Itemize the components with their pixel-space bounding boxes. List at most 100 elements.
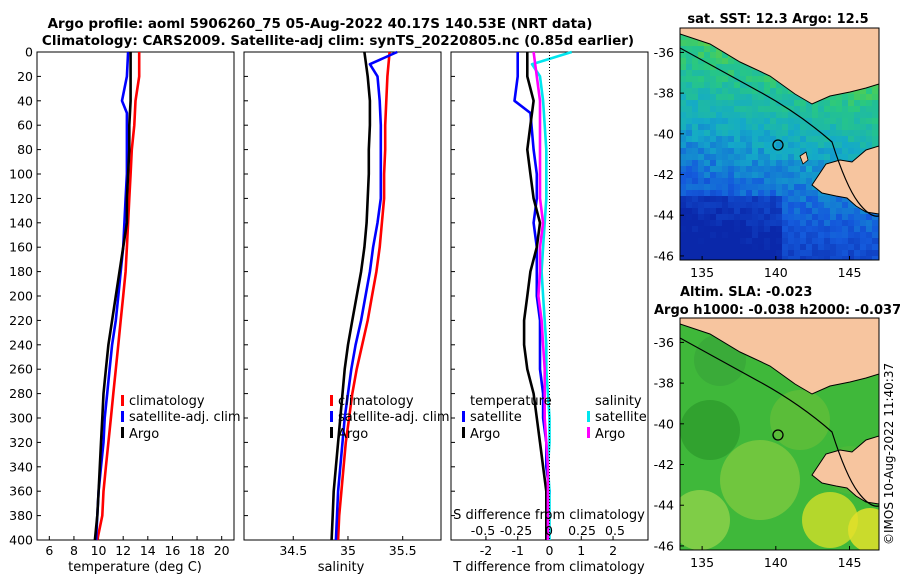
- sst-pixel: [776, 208, 782, 214]
- sst-pixel: [734, 136, 740, 142]
- sst-pixel: [794, 160, 800, 166]
- sst-pixel: [794, 130, 800, 136]
- sst-pixel: [692, 136, 698, 142]
- sst-pixel: [776, 232, 782, 238]
- sst-pixel: [776, 202, 782, 208]
- sst-pixel: [680, 118, 686, 124]
- s-diff-tick-label: -0.5: [471, 523, 495, 538]
- sst-pixel: [800, 106, 806, 112]
- sst-pixel: [746, 178, 752, 184]
- sst-pixel: [698, 106, 704, 112]
- sst-pixel: [854, 220, 860, 226]
- sst-pixel: [680, 130, 686, 136]
- sst-pixel: [746, 76, 752, 82]
- sst-pixel: [740, 166, 746, 172]
- sst-pixel: [698, 46, 704, 52]
- sst-pixel: [728, 64, 734, 70]
- sla-blob: [802, 492, 858, 548]
- sst-pixel: [734, 226, 740, 232]
- sst-pixel: [752, 232, 758, 238]
- sst-pixel: [770, 232, 776, 238]
- sst-pixel: [782, 130, 788, 136]
- sst-pixel: [848, 220, 854, 226]
- sst-pixel: [824, 238, 830, 244]
- sst-pixel: [728, 244, 734, 250]
- sst-pixel: [728, 250, 734, 256]
- legend-heading-temperature: temperature: [470, 394, 552, 409]
- sst-pixel: [812, 250, 818, 256]
- sst-pixel: [770, 244, 776, 250]
- sst-pixel: [866, 214, 872, 220]
- sst-pixel: [812, 226, 818, 232]
- sst-pixel: [704, 256, 710, 260]
- sst-pixel: [752, 88, 758, 94]
- sst-pixel: [722, 256, 728, 260]
- sst-pixel: [740, 100, 746, 106]
- sst-pixel: [818, 148, 824, 154]
- sst-pixel: [680, 94, 686, 100]
- sst-pixel: [800, 166, 806, 172]
- sst-pixel: [788, 154, 794, 160]
- sst-pixel: [692, 124, 698, 130]
- sst-pixel: [752, 112, 758, 118]
- sst-pixel: [812, 148, 818, 154]
- sst-pixel: [704, 58, 710, 64]
- sst-pixel: [848, 214, 854, 220]
- sst-pixel: [860, 112, 866, 118]
- sst-pixel: [824, 250, 830, 256]
- sst-pixel: [758, 130, 764, 136]
- sst-pixel: [722, 136, 728, 142]
- sst-pixel: [692, 142, 698, 148]
- sst-pixel: [800, 238, 806, 244]
- depth-tick-label: 240: [9, 337, 33, 352]
- s-diff-tick-label: 0.5: [605, 523, 625, 538]
- sst-pixel: [722, 58, 728, 64]
- sst-pixel: [716, 214, 722, 220]
- sst-pixel: [818, 160, 824, 166]
- sst-pixel: [770, 214, 776, 220]
- sst-pixel: [788, 202, 794, 208]
- sst-pixel: [710, 112, 716, 118]
- sst-pixel: [692, 46, 698, 52]
- sst-pixel: [800, 244, 806, 250]
- sst-pixel: [866, 142, 872, 148]
- sst-pixel: [770, 220, 776, 226]
- sst-pixel: [722, 250, 728, 256]
- legend-label-argo: Argo: [338, 427, 368, 442]
- series-line-satellite-adj-clim: [94, 51, 130, 541]
- sst-pixel: [770, 148, 776, 154]
- sst-pixel: [782, 106, 788, 112]
- sst-pixel: [686, 208, 692, 214]
- sst-pixel: [800, 136, 806, 142]
- sst-pixel: [812, 220, 818, 226]
- sla-blob: [848, 508, 879, 550]
- sst-pixel: [854, 154, 860, 160]
- sst-pixel: [860, 244, 866, 250]
- series-line-satellite-adj-clim: [334, 50, 398, 541]
- sst-pixel: [764, 172, 770, 178]
- sst-pixel: [788, 172, 794, 178]
- map-x-tick-label: 135: [690, 265, 714, 280]
- sst-pixel: [872, 112, 878, 118]
- sst-pixel: [872, 220, 878, 226]
- sst-pixel: [806, 160, 812, 166]
- sst-pixel: [764, 250, 770, 256]
- sst-pixel: [704, 64, 710, 70]
- sla-blob: [770, 390, 830, 450]
- sst-pixel: [806, 250, 812, 256]
- sst-pixel: [872, 232, 878, 238]
- sst-pixel: [710, 130, 716, 136]
- sst-pixel: [686, 142, 692, 148]
- sst-pixel: [710, 76, 716, 82]
- sst-pixel: [698, 64, 704, 70]
- depth-tick-label: 280: [9, 386, 33, 401]
- sst-pixel: [680, 154, 686, 160]
- sst-pixel: [824, 112, 830, 118]
- sst-pixel: [740, 208, 746, 214]
- sst-pixel: [686, 160, 692, 166]
- sst-pixel: [776, 160, 782, 166]
- depth-tick-label: 80: [17, 142, 33, 157]
- sst-pixel: [698, 244, 704, 250]
- sst-pixel: [704, 106, 710, 112]
- sst-pixel: [824, 160, 830, 166]
